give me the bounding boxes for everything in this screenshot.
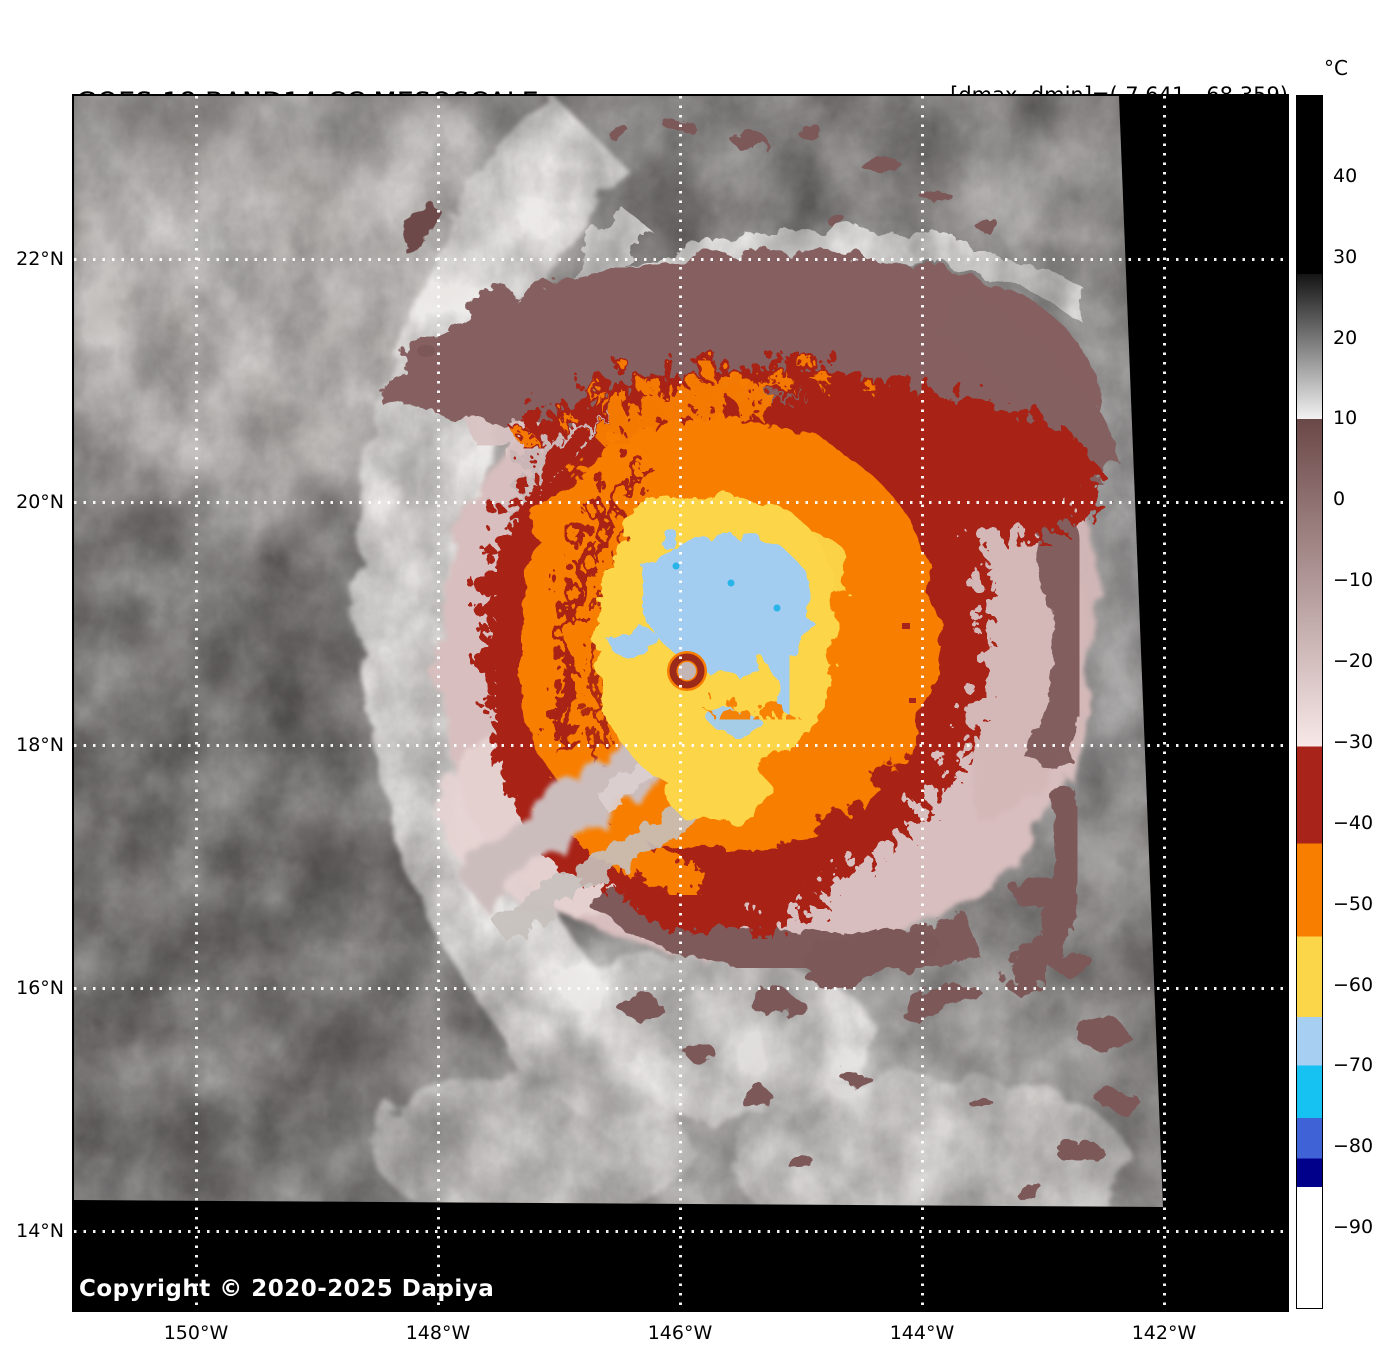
colorbar-tick-label: 30 xyxy=(1333,245,1358,268)
copyright-watermark: Copyright © 2020-2025 Dapiya xyxy=(79,1276,495,1302)
colorbar-tick-label: −10 xyxy=(1333,569,1374,592)
colorbar-tick-label: 10 xyxy=(1333,407,1358,430)
gridline-longitude xyxy=(437,96,440,1310)
latitude-tick-label: 18°N xyxy=(16,734,64,756)
longitude-tick-label: 150°W xyxy=(163,1322,229,1344)
temperature-colorbar xyxy=(1296,95,1323,1309)
colorbar-tick-label: 40 xyxy=(1333,164,1358,187)
longitude-tick-label: 148°W xyxy=(405,1322,471,1344)
latitude-tick-label: 22°N xyxy=(16,248,64,270)
colorbar-tick-label: −30 xyxy=(1333,730,1374,753)
colorbar-tick-label: −40 xyxy=(1333,811,1374,834)
colorbar-tick-label: −60 xyxy=(1333,973,1374,996)
colorbar-tick-label: −80 xyxy=(1333,1135,1374,1158)
longitude-tick-label: 146°W xyxy=(647,1322,713,1344)
longitude-tick-label: 144°W xyxy=(889,1322,955,1344)
colorbar-tick-label: −70 xyxy=(1333,1054,1374,1077)
colorbar-unit-label: °C xyxy=(1324,56,1348,80)
cold-red-specks-east xyxy=(902,488,921,703)
colorbar-tick-label: −90 xyxy=(1333,1216,1374,1239)
latitude-tick-label: 16°N xyxy=(16,977,64,999)
gridline-longitude xyxy=(1163,96,1166,1310)
colorbar-tick-label: 20 xyxy=(1333,326,1358,349)
colorbar-tick-label: −20 xyxy=(1333,650,1374,673)
latitude-tick-label: 20°N xyxy=(16,491,64,513)
hurricane-eye xyxy=(667,651,791,724)
gridline-longitude xyxy=(921,96,924,1310)
longitude-tick-label: 142°W xyxy=(1131,1322,1197,1344)
satellite-map: Copyright © 2020-2025 Dapiya xyxy=(72,94,1289,1312)
colorbar-tick-label: 0 xyxy=(1333,488,1346,511)
gridline-longitude xyxy=(195,96,198,1310)
colorbar-tick-label: −50 xyxy=(1333,892,1374,915)
latitude-tick-label: 14°N xyxy=(16,1220,64,1242)
gridline-longitude xyxy=(679,96,682,1310)
